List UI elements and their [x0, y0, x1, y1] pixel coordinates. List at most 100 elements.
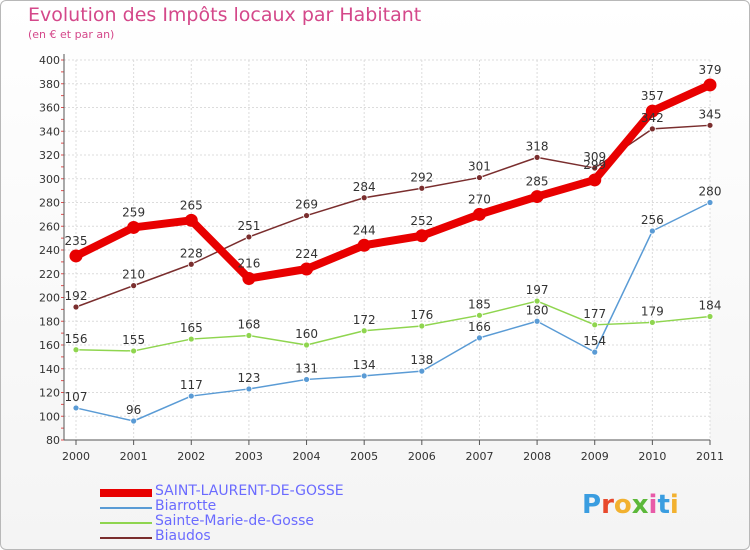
data-point-biarrotte: [706, 199, 714, 206]
data-label-saint-laurent-de-gosse: 235: [65, 234, 88, 248]
data-point-saint-laurent-de-gosse: [184, 213, 198, 227]
data-point-biarrotte: [72, 404, 80, 412]
data-label-sainte-marie-de-gosse: 160: [295, 327, 318, 341]
data-label-sainte-marie-de-gosse: 184: [699, 299, 722, 313]
series-line-biaudos: [75, 124, 711, 308]
data-label-biaudos: 292: [410, 170, 433, 184]
data-label-biaudos: 269: [295, 198, 318, 212]
chart-subtitle: (en € et par an): [28, 28, 115, 41]
data-label-sainte-marie-de-gosse: 168: [237, 318, 260, 332]
y-tick-label: 300: [39, 173, 60, 186]
data-label-biarrotte: 96: [126, 403, 141, 417]
logo-letter: i: [669, 490, 679, 520]
data-label-saint-laurent-de-gosse: 379: [699, 63, 722, 77]
data-label-overlap-2009: 299: [583, 158, 606, 172]
logo-letter: o: [613, 490, 632, 520]
data-point-biaudos: [187, 260, 195, 268]
y-tick-label: 220: [39, 268, 60, 281]
plot-area: [64, 60, 710, 440]
proxiti-logo: Proxiti: [582, 490, 679, 520]
legend-swatch: [100, 537, 152, 539]
logo-letter: i: [648, 490, 658, 520]
y-tick-label: 320: [39, 149, 60, 162]
legend-item: Biaudos: [100, 528, 430, 545]
data-label-biaudos: 251: [237, 219, 260, 233]
data-label-saint-laurent-de-gosse: 265: [180, 198, 203, 212]
data-label-biarrotte: 138: [410, 353, 433, 367]
series-line-saint-laurent-de-gosse: [72, 80, 714, 283]
data-label-sainte-marie-de-gosse: 156: [65, 332, 88, 346]
data-label-saint-laurent-de-gosse: 216: [237, 257, 260, 271]
y-tick-label: 400: [39, 54, 60, 67]
y-tick-label: 80: [46, 434, 60, 447]
y-tick-label: 340: [39, 125, 60, 138]
data-point-biarrotte: [303, 376, 310, 383]
data-point-biaudos: [360, 194, 368, 202]
data-point-biaudos: [476, 174, 483, 181]
y-tick-label: 160: [39, 339, 60, 352]
data-point-biarrotte: [130, 417, 138, 425]
data-label-sainte-marie-de-gosse: 185: [468, 297, 491, 311]
x-tick-label: 2009: [581, 450, 609, 463]
data-label-biarrotte: 134: [353, 358, 376, 372]
y-tick-label: 380: [39, 78, 60, 91]
data-point-saint-laurent-de-gosse: [645, 104, 659, 118]
data-point-saint-laurent-de-gosse: [415, 229, 429, 243]
data-label-sainte-marie-de-gosse: 179: [641, 304, 664, 318]
data-point-biarrotte: [360, 372, 368, 380]
data-label-biarrotte: 166: [468, 320, 491, 334]
data-label-biarrotte: 117: [180, 378, 203, 392]
data-point-sainte-marie-de-gosse: [706, 313, 714, 320]
x-tick-label: 2000: [62, 450, 90, 463]
data-point-saint-laurent-de-gosse: [472, 207, 486, 221]
x-tick-label: 2003: [235, 450, 263, 463]
data-label-saint-laurent-de-gosse: 285: [526, 175, 549, 189]
data-point-sainte-marie-de-gosse: [130, 347, 138, 355]
data-label-biaudos: 345: [699, 107, 722, 121]
y-tick-label: 100: [39, 410, 60, 423]
data-point-biarrotte: [187, 392, 195, 400]
data-label-saint-laurent-de-gosse: 224: [295, 247, 318, 261]
x-tick-label: 2011: [696, 450, 724, 463]
x-tick-label: 2002: [177, 450, 205, 463]
x-tick-label: 2008: [523, 450, 551, 463]
data-point-biarrotte: [418, 367, 426, 375]
legend-item: SAINT-LAURENT-DE-GOSSE: [100, 483, 430, 500]
data-point-biarrotte: [533, 317, 541, 325]
data-label-saint-laurent-de-gosse: 259: [122, 205, 145, 219]
x-tick-label: 2010: [638, 450, 666, 463]
data-point-biaudos: [245, 233, 253, 241]
x-tick-label: 2005: [350, 450, 378, 463]
data-label-biaudos: 210: [122, 268, 145, 282]
data-point-sainte-marie-de-gosse: [533, 297, 541, 305]
data-point-sainte-marie-de-gosse: [187, 335, 195, 343]
data-point-saint-laurent-de-gosse: [703, 78, 717, 92]
legend-label: Sainte-Marie-de-Gosse: [155, 513, 315, 529]
y-tick-label: 180: [39, 315, 60, 328]
data-label-biaudos: 301: [468, 160, 491, 174]
legend-label: SAINT-LAURENT-DE-GOSSE: [155, 483, 344, 499]
logo-letter: t: [657, 490, 670, 520]
data-label-sainte-marie-de-gosse: 197: [526, 283, 549, 297]
legend-item: Biarrotte: [100, 498, 430, 515]
data-point-saint-laurent-de-gosse: [69, 249, 83, 263]
data-point-saint-laurent-de-gosse: [588, 173, 602, 187]
y-tick-label: 280: [39, 197, 60, 210]
x-tick-label: 2004: [293, 450, 321, 463]
data-label-biaudos: 192: [65, 289, 88, 303]
data-point-sainte-marie-de-gosse: [648, 319, 656, 326]
logo-letter: r: [601, 490, 614, 520]
legend-label: Biarrotte: [155, 498, 217, 514]
data-point-biaudos: [130, 282, 138, 290]
data-label-biaudos: 318: [526, 139, 549, 153]
data-point-sainte-marie-de-gosse: [303, 341, 310, 349]
data-point-biaudos: [533, 153, 541, 161]
y-tick-label: 360: [39, 102, 60, 115]
data-label-sainte-marie-de-gosse: 172: [353, 313, 376, 327]
data-label-saint-laurent-de-gosse: 252: [410, 214, 433, 228]
legend-label: Biaudos: [155, 528, 211, 544]
chart-title: Evolution des Impôts locaux par Habitant: [28, 4, 422, 26]
data-label-biarrotte: 154: [583, 334, 606, 348]
data-point-biaudos: [648, 125, 656, 133]
